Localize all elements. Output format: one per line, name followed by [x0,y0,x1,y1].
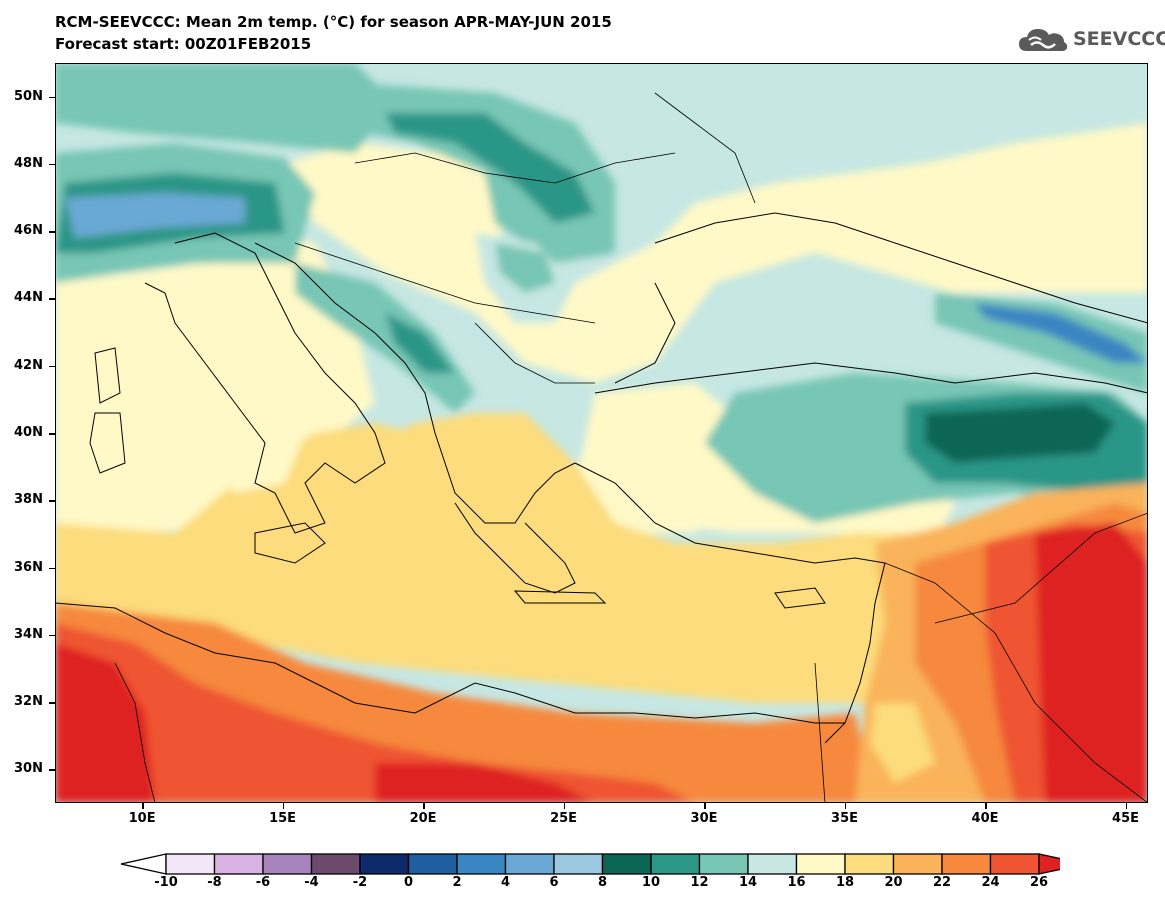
lat-tick [49,702,55,704]
colorbar-swatch [698,853,749,875]
lat-label: 40N [14,425,43,440]
colorbar-label: -6 [255,875,271,890]
lon-label: 15E [269,811,297,826]
lat-label: 48N [14,155,43,171]
lon-tick [142,803,144,809]
lat-tick [49,769,55,771]
colorbar-label: 16 [787,875,806,890]
lat-label: 38N [14,492,43,508]
forecast-start-subtitle: Forecast start: 00Z01FEB2015 [55,35,312,53]
lat-tick [49,96,55,99]
lon-label: 20E [409,811,437,826]
colorbar-swatch [989,853,1040,875]
lat-tick [49,298,55,300]
lon-label: 25E [550,811,578,826]
colorbar-label: -2 [352,875,368,890]
colorbar-swatch [601,853,652,875]
colorbar-label: 12 [690,875,709,890]
map-canvas [55,63,1148,803]
temperature-map [55,63,1148,803]
colorbar-label: -8 [207,875,222,890]
lat-label: 46N [14,223,43,239]
lat-tick [49,231,55,233]
lat-tick [49,500,55,502]
coastlines [55,92,1148,803]
lon-label: 40E [971,811,999,826]
lat-label: 42N [14,357,43,373]
map-title: RCM-SEEVCCC: Mean 2m temp. (°C) for seas… [55,13,612,31]
colorbar-swatch [165,853,216,875]
lat-label: 36N [14,559,43,575]
lat-tick [49,433,55,435]
colorbar-svg [120,853,1086,875]
colorbar-label: -4 [304,875,319,890]
colorbar-swatch [359,853,410,875]
colorbar-swatch [310,853,361,875]
lon-tick [423,803,425,809]
lat-tick [49,365,55,368]
colorbar-label: 8 [597,875,608,890]
lon-tick [704,803,706,809]
seevccc-logo: SEEVCCC [1017,22,1165,56]
colorbar-over-triangle [1038,853,1086,875]
lon-tick [563,803,566,809]
colorbar-label: 22 [932,875,952,890]
colorbar-swatch [456,853,507,875]
colorbar-label: 20 [884,875,903,890]
colorbar-label: 0 [403,875,414,890]
colorbar-swatch [407,853,458,875]
colorbar-label: -10 [154,875,178,890]
colorbar-swatch [553,853,604,875]
colorbar-swatch [747,853,798,875]
lat-label: 50N [14,88,43,104]
cloud-logo-icon [1019,29,1068,51]
lat-label: 44N [14,290,43,306]
colorbar-label: 4 [500,875,511,890]
colorbar-swatch [650,853,701,875]
colorbar-label: 10 [641,875,661,890]
colorbar-label: 18 [835,875,855,890]
lon-label: 45E [1112,811,1140,826]
colorbar-swatch [795,853,846,875]
colorbar-label: 2 [452,875,462,890]
lon-label: 30E [690,811,718,826]
colorbar-label: 24 [981,875,1000,890]
lat-tick [49,634,55,637]
lat-label: 30N [14,761,43,777]
colorbar-swatch [504,853,555,875]
lat-label: 34N [14,626,43,642]
colorbar-swatch [844,853,895,875]
lat-label: 32N [14,694,43,710]
logo-text: SEEVCCC [1073,28,1165,50]
lat-tick [49,163,55,166]
colorbar [120,850,1086,882]
lat-tick [49,567,55,570]
colorbar-under-triangle [120,853,167,875]
colorbar-label: 26 [1029,875,1049,890]
colorbar-swatch [262,853,313,875]
lon-label: 35E [831,811,859,826]
lon-tick [1125,803,1128,809]
lon-tick [844,803,847,809]
colorbar-label: 14 [738,875,758,890]
colorbar-label: 6 [549,875,559,890]
colorbar-swatch [941,853,992,875]
lon-tick [985,803,987,809]
lon-tick [282,803,285,809]
colorbar-swatch [892,853,943,875]
colorbar-swatch [213,853,264,875]
lon-label: 10E [128,811,156,826]
